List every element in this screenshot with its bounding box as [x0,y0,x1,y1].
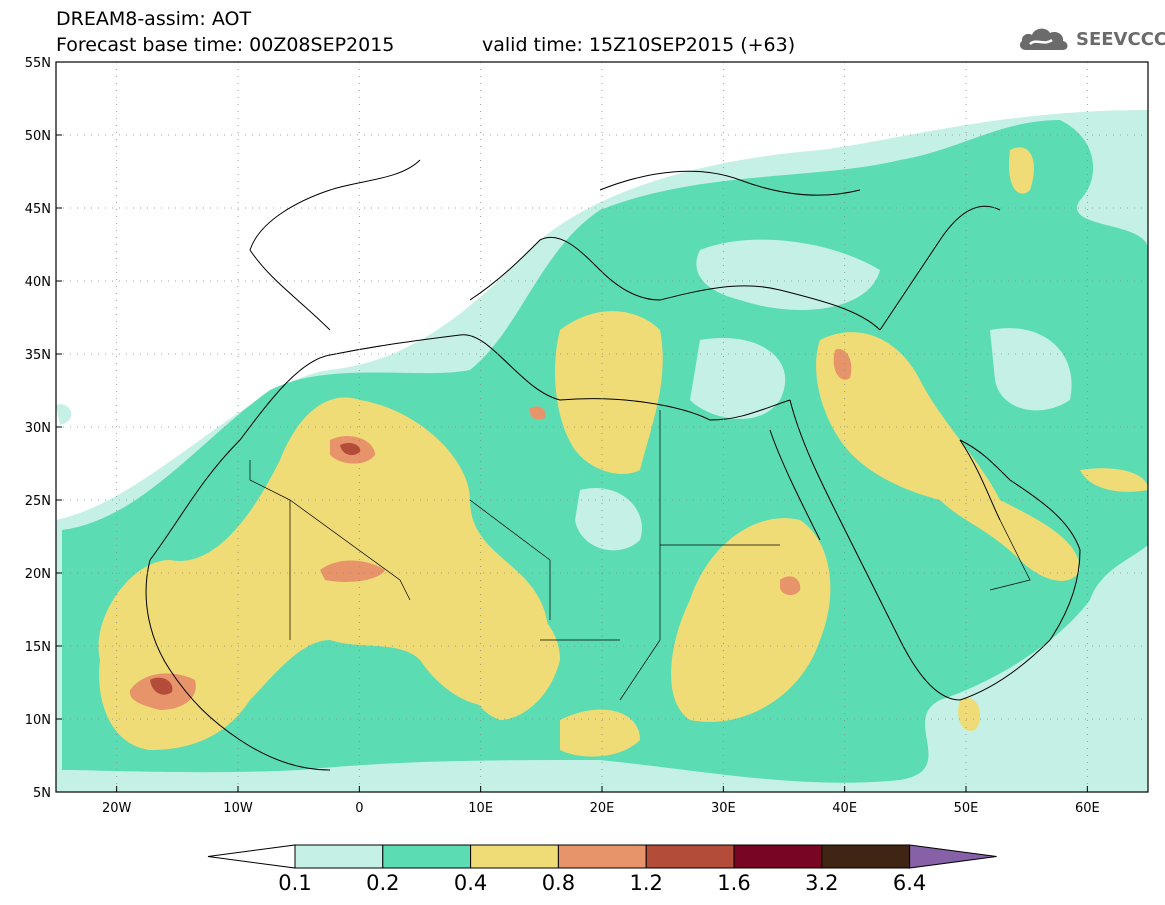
colorbar-label: 1.2 [629,871,662,895]
colorbar-segment [382,844,472,869]
product-title: DREAM8-assim: AOT [56,8,252,30]
colorbar-label: 0.4 [454,871,487,895]
aot-field [56,110,1148,792]
lat-tick-label: 35N [25,348,51,363]
latitude-axis: 55N 50N 45N 40N 35N 30N 25N 20N 15N 10N 5N [25,56,62,801]
aot-low-patches [575,239,1072,551]
coastlines [145,159,1081,771]
aot-level-1.2 [150,442,361,695]
lon-tick-label: 0 [355,801,363,816]
country-borders [249,410,1031,701]
lat-tick-label: 25N [25,494,51,509]
colorbar-under-triangle [207,844,296,869]
longitude-axis: 20W 10W 0 10E 20E 30E 40E 50E 60E [102,786,1100,816]
colorbar-segment [557,844,647,869]
lat-tick-label: 20N [25,567,51,582]
lon-tick-label: 60E [1075,801,1100,816]
lon-tick-label: 50E [954,801,979,816]
colorbar-over-triangle [909,844,997,869]
cloud-logo-icon [1019,28,1068,50]
lat-tick-label: 45N [25,202,51,217]
lat-tick-label: 5N [33,786,51,801]
colorbar-label: 6.4 [893,871,926,895]
lat-tick-label: 40N [25,275,51,290]
lon-tick-label: 20W [102,801,132,816]
colorbar-label: 0.1 [278,871,311,895]
colorbar-label: 0.2 [366,871,399,895]
lon-tick-label: 10E [468,801,493,816]
colorbar-label: 3.2 [805,871,838,895]
colorbar: 0.1 0.2 0.4 0.8 1.2 1.6 3.2 6.4 [207,844,997,895]
lat-tick-label: 10N [25,713,51,728]
colorbar-segment [733,844,823,869]
lat-tick-label: 15N [25,640,51,655]
colorbar-segment [294,844,384,869]
lon-tick-label: 30E [711,801,736,816]
lat-tick-label: 55N [25,56,51,71]
lon-tick-label: 10W [223,801,253,816]
seevccc-logo: SEEVCCC [1018,24,1165,54]
colorbar-segment [470,844,559,869]
lat-tick-label: 30N [25,421,51,436]
lon-tick-label: 20E [590,801,615,816]
logo-text: SEEVCCC [1076,28,1165,50]
base-time-label: Forecast base time: 00Z08SEP2015 [56,34,395,56]
colorbar-label: 1.6 [717,871,750,895]
lon-tick-label: 40E [832,801,857,816]
colorbar-segment [645,844,735,869]
colorbar-segment [821,844,911,869]
valid-time-label: valid time: 15Z10SEP2015 (+63) [482,34,796,56]
colorbar-label: 0.8 [542,871,575,895]
lat-tick-label: 50N [25,129,51,144]
